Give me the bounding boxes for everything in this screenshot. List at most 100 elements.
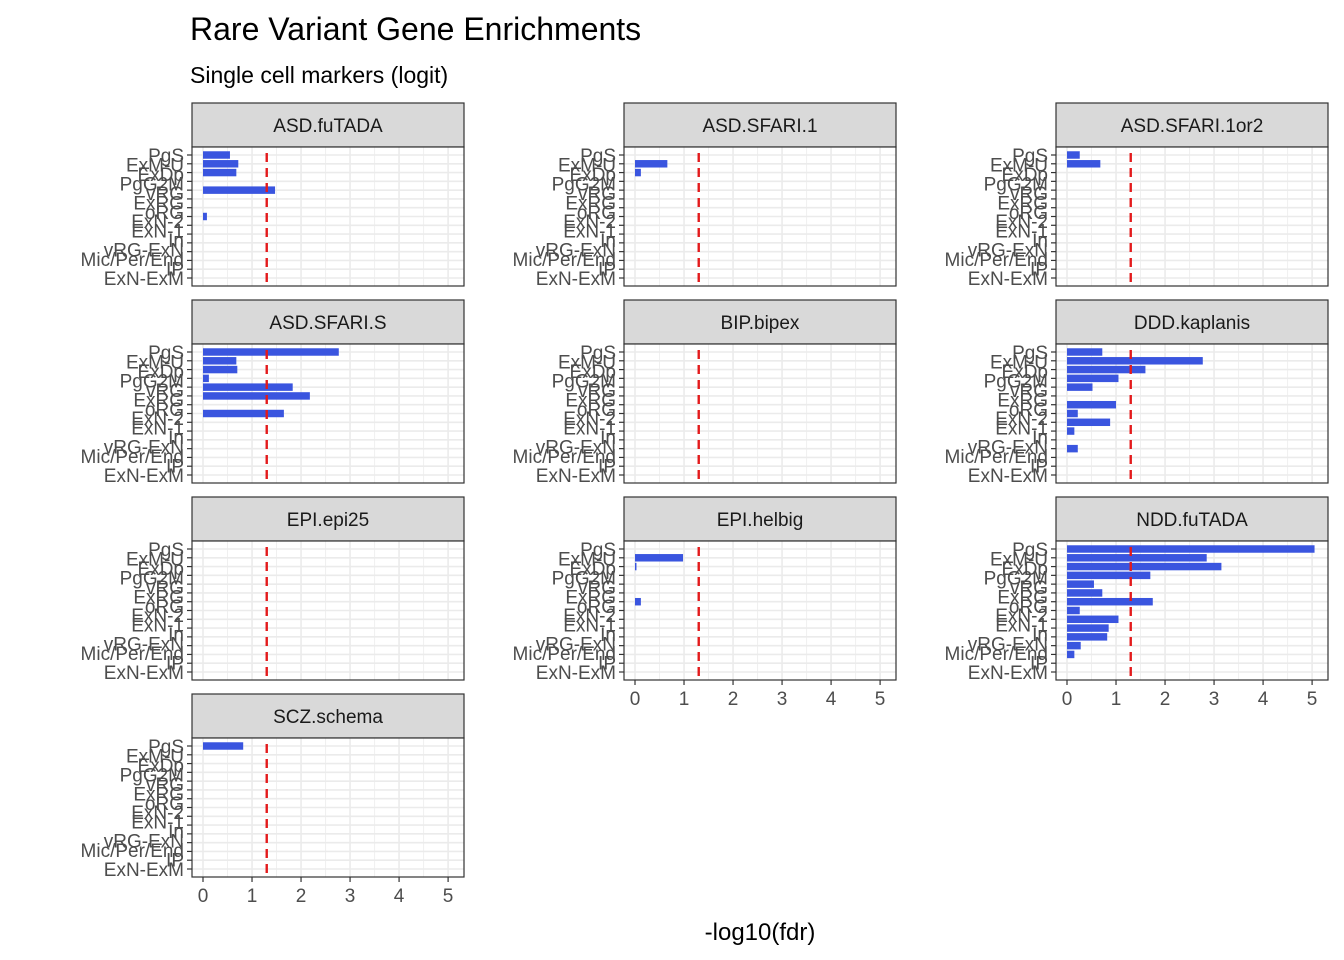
y-tick-label: ExN-ExM	[104, 860, 184, 881]
y-tick-label: ExRG	[565, 193, 616, 214]
x-axis-label: -log10(fdr)	[705, 919, 816, 946]
y-tick-label: IP	[166, 654, 184, 675]
facet-strip-label: ASD.SFARI.1	[702, 116, 817, 137]
y-tick-label: PgS	[580, 540, 616, 561]
y-tick-label: oRG	[145, 794, 184, 815]
facet-strip	[1055, 299, 1329, 345]
y-tick-label: ExDp	[570, 559, 616, 580]
y-tick-label: ExN-1	[995, 222, 1048, 243]
y-tick-label: vRG-ExN	[968, 241, 1048, 262]
y-tick-label: ExN-2	[563, 409, 616, 430]
y-tick-label: oRG	[1009, 203, 1048, 224]
x-tick-label: 3	[1209, 689, 1220, 710]
y-tick-label: ExDp	[138, 362, 184, 383]
facet-panels: ASD.fuTADAPgSExM-UExDpPgG2MvRGExRGoRGExN…	[81, 102, 1329, 907]
y-tick-label: vRG	[146, 381, 184, 402]
bar-vrg-exn	[1067, 444, 1078, 453]
y-tick-label: ExRG	[133, 784, 184, 805]
x-tick-label: 2	[728, 689, 739, 710]
y-tick-label: ExN-2	[995, 212, 1048, 233]
y-tick-label: ExRG	[133, 390, 184, 411]
y-tick-label: Mic/Per/End	[513, 447, 616, 468]
x-tick-label: 3	[777, 689, 788, 710]
y-tick-label: In	[1032, 625, 1048, 646]
bar-vrg-exn	[1067, 641, 1081, 650]
facet-panel-8: EPI.helbigPgSExM-UExDpPgG2MvRGExRGoRGExN…	[513, 496, 897, 710]
y-tick-label: PgG2M	[120, 371, 184, 392]
y-tick-label: PgS	[1012, 540, 1048, 561]
y-tick-label: IP	[1030, 260, 1048, 281]
y-tick-label: ExN-1	[563, 222, 616, 243]
bar-pgg2m	[1067, 580, 1094, 588]
y-tick-label: ExRG	[997, 193, 1048, 214]
y-tick-label: IP	[598, 260, 616, 281]
bar-pgg2m	[203, 383, 293, 391]
y-tick-label: Mic/Per/End	[81, 447, 184, 468]
facet-panel-6: DDD.kaplanisPgSExM-UExDpPgG2MvRGExRGoRGE…	[945, 299, 1329, 487]
y-tick-label: Mic/Per/End	[81, 250, 184, 271]
bar-org	[203, 409, 284, 418]
x-tick-label: 5	[875, 689, 886, 710]
y-tick-label: ExN-2	[131, 606, 184, 627]
bar-org	[203, 212, 207, 221]
bar-exdp	[1067, 571, 1151, 580]
y-tick-label: ExRG	[997, 390, 1048, 411]
y-tick-label: vRG-ExN	[104, 438, 184, 459]
y-tick-label: ExRG	[133, 587, 184, 608]
facet-panel-10: SCZ.schemaPgSExM-UExDpPgG2MvRGExRGoRGExN…	[81, 693, 465, 907]
x-tick-label: 1	[247, 886, 258, 907]
y-tick-label: ExN-2	[995, 606, 1048, 627]
y-tick-label: ExN-2	[131, 409, 184, 430]
y-tick-label: ExN-ExM	[536, 269, 616, 290]
bar-pgg2m	[203, 186, 276, 194]
y-tick-label: vRG	[146, 578, 184, 599]
y-tick-label: ExN-ExM	[536, 663, 616, 684]
x-tick-label: 2	[1160, 689, 1171, 710]
facet-panel-7: EPI.epi25PgSExM-UExDpPgG2MvRGExRGoRGExN-…	[81, 496, 465, 684]
y-tick-label: ExM-U	[126, 549, 184, 570]
x-tick-label: 0	[630, 689, 641, 710]
bar-exrg	[1067, 597, 1153, 606]
y-tick-label: ExDp	[1002, 559, 1048, 580]
facet-strip-label: ASD.SFARI.1or2	[1121, 116, 1264, 137]
y-tick-label: ExN-1	[563, 616, 616, 637]
bar-exm	[635, 562, 637, 571]
bar-exn-1	[1067, 427, 1075, 435]
bar-exm	[1067, 562, 1222, 571]
facet-strip-label: ASD.fuTADA	[273, 116, 383, 137]
y-tick-label: vRG-ExN	[968, 438, 1048, 459]
bar-exm	[203, 168, 237, 177]
y-tick-label: PgG2M	[552, 174, 616, 195]
y-tick-label: Mic/Per/End	[945, 447, 1048, 468]
bar-pgs	[203, 742, 244, 750]
facet-strip-label: ASD.SFARI.S	[269, 313, 386, 334]
bar-in	[1067, 633, 1108, 641]
bar-pgs	[1067, 545, 1315, 553]
y-tick-label: ExN-1	[131, 222, 184, 243]
x-tick-label: 5	[443, 886, 454, 907]
y-tick-label: ExDp	[138, 165, 184, 186]
bar-exrg	[1067, 400, 1117, 409]
bar-exm	[635, 168, 641, 177]
y-tick-label: IP	[166, 851, 184, 872]
y-tick-label: Mic/Per/End	[513, 250, 616, 271]
facet-panel-3: ASD.SFARI.1or2 PgSExM-UExDpPgG2MvRGExRGoR…	[945, 102, 1329, 290]
y-tick-label: ExDp	[1002, 165, 1048, 186]
bar-exm-u	[635, 160, 668, 168]
y-tick-label: ExRG	[997, 587, 1048, 608]
y-tick-label: In	[600, 428, 616, 449]
bar-vrg	[203, 392, 310, 400]
bar-exrg	[635, 597, 641, 606]
facet-strip	[191, 102, 465, 148]
facet-strip-label: NDD.fuTADA	[1136, 510, 1248, 531]
chart-subtitle: Single cell markers (logit)	[190, 62, 448, 88]
bar-exm-u	[203, 357, 237, 365]
y-tick-label: vRG-ExN	[536, 241, 616, 262]
y-tick-label: PgS	[148, 343, 184, 364]
chart-title: Rare Variant Gene Enrichments	[190, 11, 641, 47]
bar-pgs	[1067, 348, 1103, 356]
y-tick-label: Mic/Per/End	[945, 644, 1048, 665]
y-tick-label: ExN-1	[995, 419, 1048, 440]
facet-panel-2: ASD.SFARI.1PgSExM-UExDpPgG2MvRGExRGoRGEx…	[513, 102, 897, 290]
y-tick-label: ExN-ExM	[104, 466, 184, 487]
